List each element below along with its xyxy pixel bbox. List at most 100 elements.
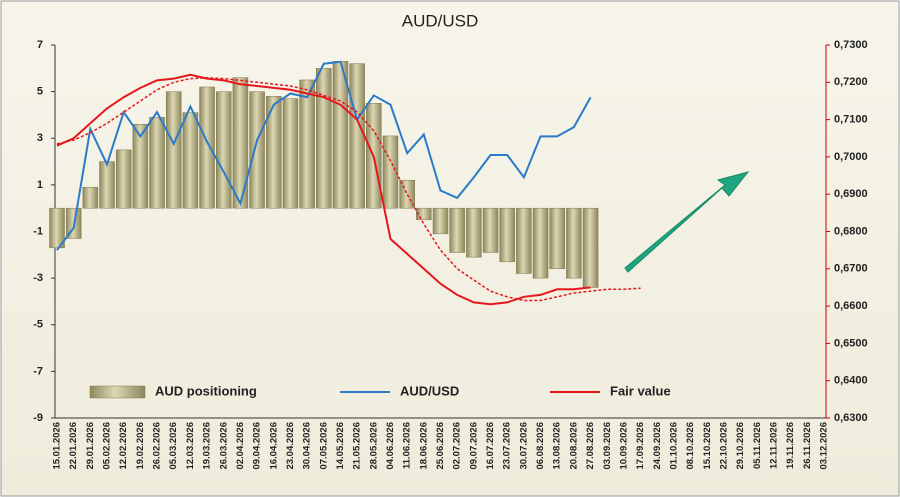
bar (249, 91, 265, 209)
y2-tick-label: 0,7300 (834, 39, 868, 51)
x-tick-label: 22.01.2026 (68, 422, 79, 470)
y-tick-label: 3 (37, 132, 43, 144)
y2-tick-label: 0,6700 (834, 263, 868, 275)
x-tick-label: 19.03.2026 (202, 422, 213, 470)
y-tick-label: -3 (33, 272, 43, 284)
x-tick-label: 26.11.2026 (802, 422, 813, 469)
bar (466, 207, 482, 258)
bar (482, 207, 499, 253)
y-tick-label: 7 (37, 39, 43, 51)
x-tick-label: 18.06.2026 (418, 422, 429, 470)
y2-tick-label: 0,6400 (834, 375, 868, 387)
x-tick-label: 19.02.2026 (135, 422, 146, 470)
bar (566, 207, 582, 279)
x-tick-label: 12.11.2026 (768, 422, 779, 469)
legend-label: AUD positioning (155, 383, 257, 398)
y2-tick-label: 0,7000 (834, 151, 868, 163)
bar (132, 124, 149, 209)
y-tick-label: -7 (33, 365, 43, 377)
x-tick-label: 02.04.2026 (235, 422, 246, 470)
y-tick-label: 1 (37, 179, 43, 191)
x-tick-label: 05.03.2026 (168, 422, 179, 470)
bar (232, 77, 249, 209)
x-tick-label: 05.11.2026 (752, 422, 763, 469)
x-tick-label: 12.03.2026 (185, 422, 196, 470)
y2-tick-label: 0,6600 (834, 300, 868, 312)
y2-tick-label: 0,6900 (834, 188, 868, 200)
x-tick-label: 03.12.2026 (819, 422, 830, 470)
legend-swatch (89, 385, 146, 399)
bar (199, 86, 215, 209)
x-tick-label: 26.02.2026 (152, 422, 163, 470)
bar (582, 207, 599, 288)
bar (532, 207, 549, 279)
line (56, 60, 592, 251)
x-tick-label: 28.05.2026 (368, 422, 379, 470)
trend-arrow (624, 171, 750, 273)
x-tick-label: 26.03.2026 (218, 422, 229, 470)
x-tick-label: 15.10.2026 (702, 422, 713, 470)
bar (165, 91, 182, 209)
x-tick-label: 23.04.2026 (285, 422, 296, 470)
y2-tick-label: 0,7200 (834, 76, 868, 88)
bar (215, 91, 232, 209)
x-tick-label: 02.07.2026 (452, 422, 463, 470)
x-tick-label: 09.07.2026 (468, 422, 479, 470)
bar (432, 207, 449, 235)
bar (115, 149, 132, 209)
bar (449, 207, 465, 253)
bar (182, 112, 199, 209)
bar (299, 79, 315, 209)
x-tick-label: 10.09.2026 (618, 422, 629, 470)
x-tick-label: 09.04.2026 (252, 422, 263, 470)
x-tick-label: 24.09.2026 (652, 422, 663, 470)
bar (549, 207, 565, 270)
y2-tick-label: 0,7100 (834, 114, 868, 126)
y-tick-label: -5 (33, 319, 43, 331)
x-tick-label: 27.08.2026 (585, 422, 596, 470)
x-tick-label: 22.10.2026 (718, 422, 729, 470)
y2-tick-label: 0,6800 (834, 225, 868, 237)
x-tick-label: 30.07.2026 (518, 422, 529, 470)
x-tick-label: 05.02.2026 (102, 422, 113, 470)
bar (149, 117, 165, 209)
x-tick-label: 13.08.2026 (552, 422, 563, 470)
x-tick-label: 30.04.2026 (302, 422, 313, 470)
bar (516, 207, 532, 274)
bar (82, 186, 99, 209)
y2-tick-label: 0,6500 (834, 337, 868, 349)
x-tick-label: 08.10.2026 (685, 422, 696, 470)
y-tick-label: -9 (33, 412, 43, 424)
line (56, 73, 591, 306)
bar (499, 207, 515, 263)
x-tick-label: 07.05.2026 (318, 422, 329, 470)
x-tick-label: 23.07.2026 (502, 422, 513, 470)
line (56, 77, 641, 302)
x-tick-label: 04.06.2026 (385, 422, 396, 470)
legend-label: AUD/USD (400, 383, 459, 398)
x-tick-label: 01.10.2026 (668, 422, 679, 470)
chart-title: AUD/USD (402, 11, 479, 30)
x-tick-label: 16.04.2026 (268, 422, 279, 470)
x-tick-label: 11.06.2026 (402, 422, 413, 469)
bar (416, 207, 432, 221)
bar (382, 135, 399, 209)
x-tick-label: 15.01.2026 (52, 422, 63, 470)
bar (316, 68, 332, 209)
x-tick-label: 29.01.2026 (85, 422, 96, 470)
x-tick-label: 21.05.2026 (352, 422, 363, 470)
x-tick-label: 06.08.2026 (535, 422, 546, 470)
bar (49, 207, 65, 249)
x-tick-label: 20.08.2026 (568, 422, 579, 470)
x-tick-label: 03.09.2026 (602, 422, 613, 470)
y-tick-label: 5 (37, 86, 43, 98)
bar (349, 63, 365, 209)
x-tick-label: 16.07.2026 (485, 422, 496, 470)
x-tick-label: 25.06.2026 (435, 422, 446, 470)
bar (99, 161, 115, 209)
x-tick-label: 17.09.2026 (635, 422, 646, 470)
x-tick-label: 14.05.2026 (335, 422, 346, 470)
legend-label: Fair value (610, 383, 671, 398)
bar (282, 98, 299, 209)
